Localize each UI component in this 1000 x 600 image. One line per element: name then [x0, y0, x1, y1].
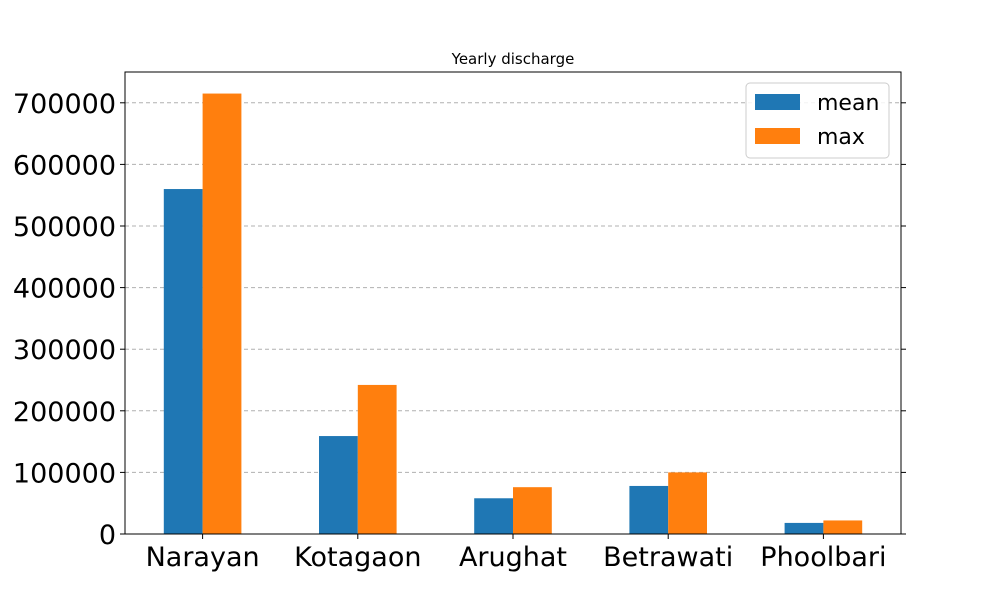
grid-lines — [125, 102, 901, 473]
legend-swatch-max — [755, 128, 800, 144]
y-tick-label: 500000 — [13, 212, 116, 243]
chart-title: Yearly discharge — [451, 50, 575, 68]
x-tick-label: Kotagaon — [294, 542, 421, 573]
legend: mean max — [745, 82, 890, 159]
legend-label-mean: mean — [817, 91, 879, 116]
y-tick-label: 0 — [99, 520, 116, 551]
y-tick-label: 600000 — [13, 150, 116, 181]
bar-max-phoolbari — [823, 520, 863, 534]
axis-ticks: 0 100000 200000 300000 400000 500000 600000 700… — [13, 89, 906, 573]
bars — [163, 93, 863, 535]
x-tick-label: Betrawati — [603, 542, 733, 573]
bar-mean-betrawati — [629, 485, 669, 534]
y-tick-label: 400000 — [13, 274, 116, 305]
y-tick-label: 200000 — [13, 397, 116, 428]
x-tick-label: Phoolbari — [760, 542, 886, 573]
bar-max-narayan — [202, 93, 242, 534]
bar-max-kotagaon — [357, 384, 397, 534]
y-tick-label: 700000 — [13, 89, 116, 120]
bar-max-arughat — [513, 487, 552, 534]
x-tick-label: Arughat — [459, 542, 567, 573]
legend-label-max: max — [817, 125, 865, 150]
y-tick-label: 100000 — [13, 458, 116, 489]
x-tick-label: Narayan — [146, 542, 260, 573]
bar-mean-narayan — [163, 189, 203, 535]
bar-mean-phoolbari — [784, 522, 824, 534]
bar-mean-kotagaon — [319, 436, 358, 534]
bar-max-betrawati — [668, 472, 707, 534]
bar-mean-arughat — [474, 498, 513, 534]
y-tick-label: 300000 — [13, 335, 116, 366]
legend-swatch-mean — [755, 94, 800, 110]
